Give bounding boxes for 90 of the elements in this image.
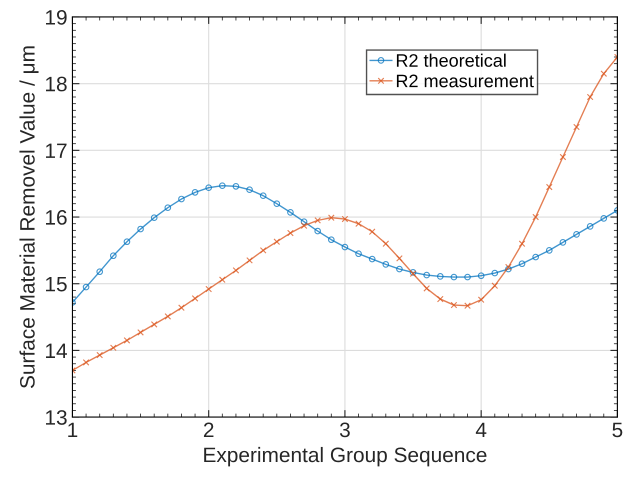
point xyxy=(342,244,348,250)
point xyxy=(246,257,253,264)
point xyxy=(546,247,553,254)
point xyxy=(396,266,403,272)
point xyxy=(218,276,226,284)
point xyxy=(368,256,376,262)
x-tick-label: 1 xyxy=(68,422,78,438)
point xyxy=(328,214,335,222)
y-tick-label: 13 xyxy=(46,410,67,425)
point xyxy=(436,273,444,280)
y-tick-label: 16 xyxy=(46,210,67,225)
point xyxy=(124,238,130,246)
point xyxy=(150,321,158,328)
point xyxy=(246,186,253,194)
point xyxy=(355,250,362,258)
point xyxy=(178,304,185,312)
point xyxy=(178,196,185,202)
point xyxy=(124,337,130,344)
point xyxy=(600,70,608,77)
point xyxy=(491,270,498,276)
point xyxy=(273,200,280,208)
point xyxy=(232,183,240,190)
point xyxy=(573,231,580,238)
point xyxy=(164,313,172,320)
point xyxy=(478,296,484,304)
point xyxy=(314,228,322,234)
point xyxy=(396,255,403,262)
point xyxy=(273,238,280,246)
point xyxy=(573,124,580,130)
point xyxy=(368,228,376,236)
point xyxy=(532,254,539,260)
point xyxy=(137,329,144,336)
x-tick-label: 5 xyxy=(612,422,622,438)
y-tick-label: 18 xyxy=(46,76,67,92)
point xyxy=(205,184,212,192)
point xyxy=(110,252,117,260)
y-tick-label: 19 xyxy=(46,10,67,25)
point xyxy=(450,302,458,308)
point xyxy=(560,239,566,246)
point xyxy=(137,226,144,232)
point xyxy=(300,222,308,230)
x-tick-label: 4 xyxy=(476,422,486,438)
x-tick-label: 2 xyxy=(204,422,214,438)
legend-label: R2 measurement xyxy=(396,74,534,88)
point xyxy=(314,217,322,224)
point xyxy=(464,302,471,310)
y-tick-label: 15 xyxy=(46,276,67,292)
point xyxy=(532,214,539,220)
point xyxy=(355,220,362,228)
point xyxy=(423,272,430,278)
point xyxy=(82,284,90,290)
point xyxy=(192,295,198,302)
point xyxy=(600,215,608,222)
x-tick-label: 3 xyxy=(340,422,350,438)
point xyxy=(300,218,308,226)
point xyxy=(205,286,212,292)
point xyxy=(478,272,484,280)
x-axis-title: Experimental Group Sequence xyxy=(204,446,486,466)
point xyxy=(287,209,294,216)
point xyxy=(110,344,117,352)
y-tick-label: 14 xyxy=(46,344,67,358)
point xyxy=(518,240,526,248)
point xyxy=(287,230,294,236)
point xyxy=(491,282,498,290)
point xyxy=(436,296,444,302)
point xyxy=(586,223,594,230)
point xyxy=(260,247,267,254)
point xyxy=(546,184,553,190)
point xyxy=(232,267,240,274)
point xyxy=(96,352,104,358)
point xyxy=(560,154,566,160)
point xyxy=(464,274,471,280)
point xyxy=(260,192,267,200)
point xyxy=(518,260,526,268)
y-tick-label: 17 xyxy=(46,144,67,158)
point xyxy=(342,216,348,222)
point xyxy=(96,268,104,276)
y-axis-title: Surface Material Removel Value / μm xyxy=(19,46,39,388)
point xyxy=(450,274,458,280)
point xyxy=(164,204,172,212)
point xyxy=(192,189,198,196)
point xyxy=(328,236,335,244)
point xyxy=(150,214,158,222)
point xyxy=(423,285,430,292)
point xyxy=(586,94,594,100)
legend-label: R2 theoretical xyxy=(396,54,506,67)
point xyxy=(82,359,90,366)
point xyxy=(382,261,390,268)
point xyxy=(218,182,226,190)
point xyxy=(382,240,390,248)
